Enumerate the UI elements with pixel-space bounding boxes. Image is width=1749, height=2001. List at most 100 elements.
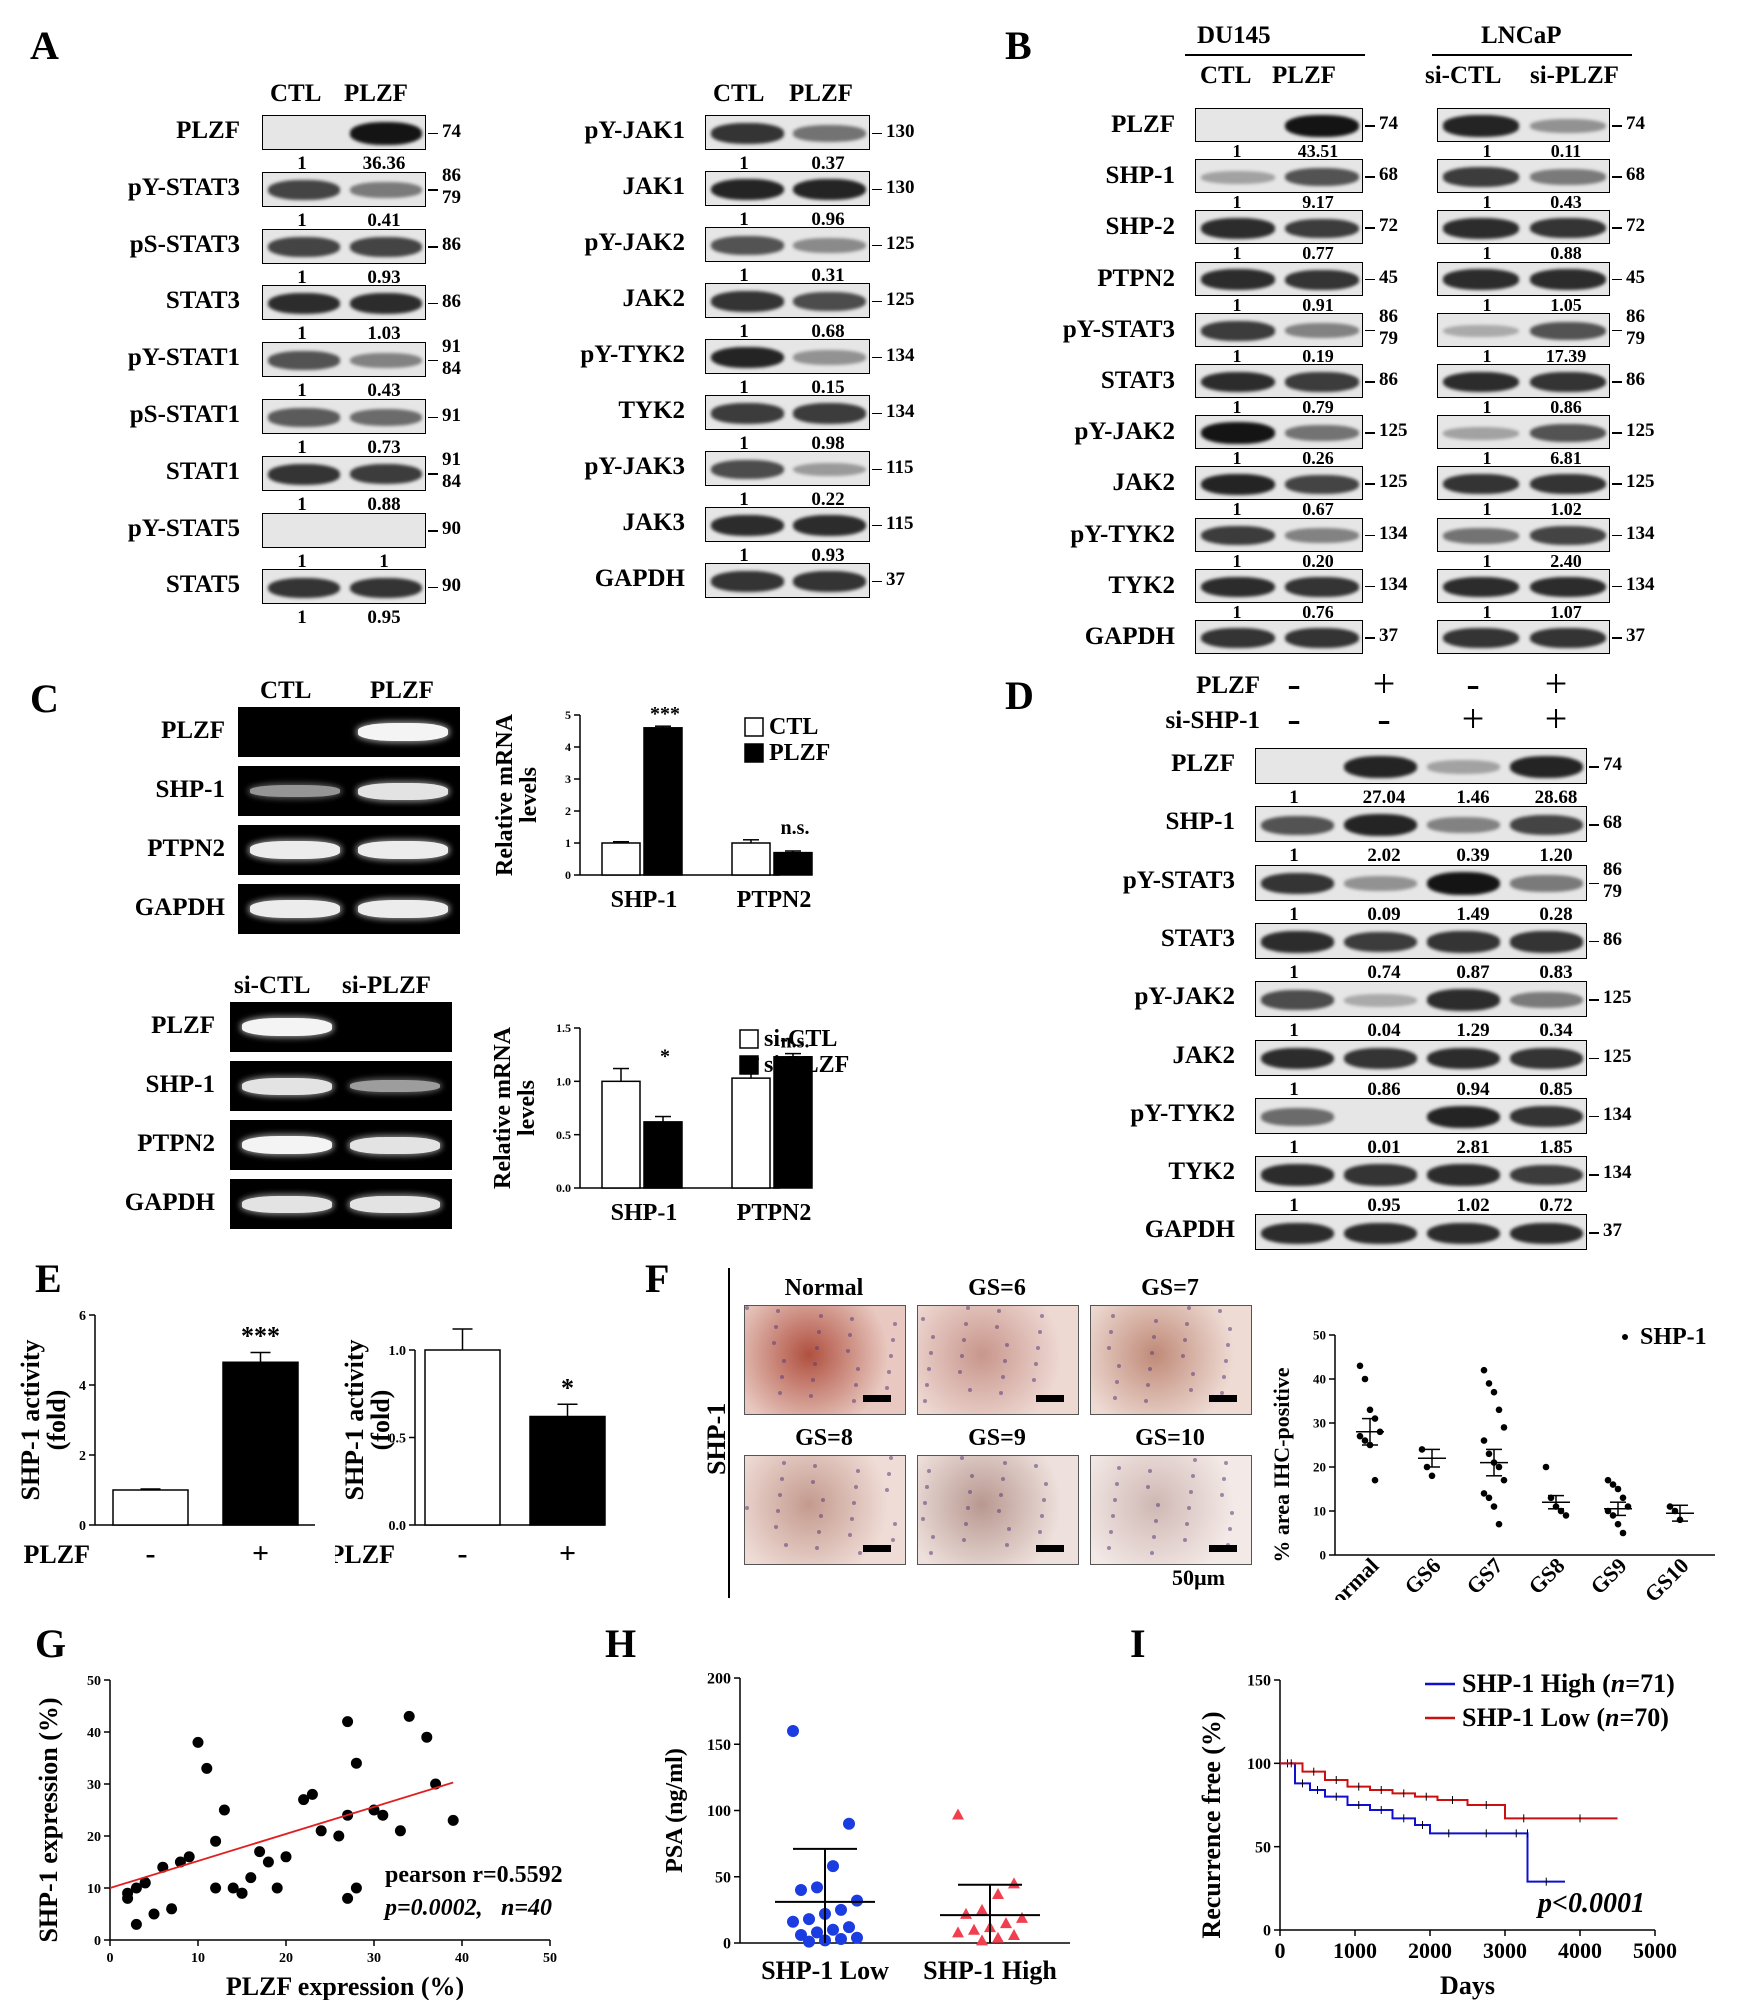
b-du145-band bbox=[1195, 568, 1363, 603]
ihc-nucleus bbox=[960, 1456, 964, 1460]
legend-label: CTL bbox=[769, 714, 818, 740]
band-blob bbox=[1285, 425, 1359, 442]
y-tick-label: 0.0 bbox=[389, 1519, 407, 1534]
ihc-nucleus bbox=[1003, 1461, 1007, 1465]
band-blob bbox=[1443, 371, 1520, 393]
y-tick-label: 0 bbox=[94, 1934, 101, 1949]
band-blob bbox=[1201, 576, 1275, 598]
band-blob bbox=[793, 571, 867, 592]
ihc-nucleus bbox=[1228, 1527, 1232, 1531]
mw-tick bbox=[1365, 278, 1375, 281]
a-left-row-label: PLZF bbox=[176, 117, 240, 144]
significance-annotation: *** bbox=[650, 703, 680, 725]
ihc-nucleus bbox=[887, 1472, 891, 1476]
ihc-nucleus bbox=[850, 1317, 854, 1321]
ihc-nucleus bbox=[815, 1546, 819, 1550]
legend-swatch bbox=[744, 717, 764, 737]
mw-tick bbox=[1365, 483, 1375, 485]
ihc-nucleus bbox=[1005, 1543, 1009, 1547]
ihc-nucleus bbox=[893, 1322, 897, 1326]
b-quant: 0.20 bbox=[1302, 550, 1334, 571]
y-axis-label: SHP-1 activity(fold) bbox=[340, 1339, 395, 1500]
mw-label: 90 bbox=[442, 518, 461, 540]
d-quant: 0.01 bbox=[1367, 1136, 1401, 1158]
band-blob bbox=[1443, 218, 1520, 239]
gel-band bbox=[242, 1077, 332, 1095]
band-blob bbox=[1285, 323, 1359, 339]
y-tick-label: 4 bbox=[79, 1379, 86, 1394]
b-quant: 17.39 bbox=[1545, 345, 1587, 366]
band-blob bbox=[1529, 474, 1606, 495]
ihc-nucleus bbox=[1044, 1482, 1048, 1486]
a-left-quant: 1 bbox=[379, 550, 389, 572]
y-tick-label: 1.0 bbox=[389, 1344, 407, 1359]
b-row-label: pY-JAK2 bbox=[1074, 418, 1176, 446]
a-left-blot-band bbox=[262, 285, 426, 321]
a-left-blot-band bbox=[262, 512, 426, 548]
ihc-nucleus bbox=[1036, 1346, 1040, 1350]
regression-line bbox=[109, 1781, 454, 1889]
data-point bbox=[1000, 1917, 1012, 1929]
legend-label: si-CTL bbox=[764, 1026, 837, 1052]
data-point bbox=[1356, 1362, 1364, 1370]
y-tick-label: 0.5 bbox=[389, 1431, 407, 1446]
x-axis-label: Days bbox=[1440, 1971, 1495, 2000]
data-point bbox=[1495, 1406, 1503, 1414]
b-lncap-band bbox=[1437, 466, 1610, 501]
b-lncap-band bbox=[1437, 568, 1610, 603]
x-category-label: SHP-1 High bbox=[923, 1956, 1057, 1985]
band-blob bbox=[793, 462, 867, 477]
ihc-nucleus bbox=[1224, 1461, 1228, 1465]
d-quant: 1 bbox=[1289, 845, 1299, 867]
band-blob bbox=[1443, 527, 1520, 544]
d-blot-band bbox=[1255, 922, 1587, 959]
b-quant: 1 bbox=[1232, 294, 1242, 315]
d-quant: 1.02 bbox=[1456, 1195, 1490, 1217]
y-tick-label: 50 bbox=[1313, 1328, 1326, 1343]
bar bbox=[112, 1489, 189, 1526]
panel-letter-B: B bbox=[1005, 23, 1032, 68]
ihc-nucleus bbox=[1152, 1535, 1156, 1539]
chart-e-left: 0 2 4 6 SHP-1 activity(fold) - + *** PLZF bbox=[16, 1309, 315, 1570]
lncap-rule bbox=[1432, 54, 1632, 56]
a-left-row-label: pY-STAT1 bbox=[127, 344, 240, 372]
x-category-label: PTPN2 bbox=[737, 887, 812, 913]
b-quant: 1 bbox=[1482, 345, 1492, 366]
mw-tick bbox=[428, 530, 438, 532]
chart-i: 0 50 100 150 0 1000 2000 3000 4000 5000 Days Recurr… bbox=[1197, 1669, 1677, 2000]
c-bot-row-label: SHP-1 bbox=[145, 1071, 215, 1098]
b-quant: 0.11 bbox=[1550, 141, 1582, 161]
band-blob bbox=[1343, 814, 1417, 837]
ihc-nucleus bbox=[885, 1386, 889, 1390]
ihc-nucleus bbox=[1001, 1375, 1005, 1379]
y-tick-label: 150 bbox=[1247, 1673, 1271, 1690]
data-point bbox=[201, 1762, 213, 1774]
a-left-blot-band bbox=[262, 342, 426, 378]
a-left-blot-band bbox=[262, 455, 426, 491]
band-blob bbox=[1443, 269, 1520, 290]
band-blob bbox=[1201, 218, 1275, 239]
mw-label: 86 bbox=[1626, 369, 1645, 390]
f-image-title: GS=9 bbox=[968, 1425, 1026, 1451]
cell-line-du145: DU145 bbox=[1197, 22, 1271, 49]
ihc-scale-bar bbox=[1036, 1395, 1064, 1402]
b-quant: 2.40 bbox=[1550, 550, 1582, 571]
mw-tick bbox=[872, 524, 882, 526]
mw-tick bbox=[428, 416, 438, 418]
d-quant: 2.81 bbox=[1456, 1136, 1490, 1158]
y-tick-label: 40 bbox=[1313, 1372, 1326, 1387]
b-quant: 1 bbox=[1482, 294, 1492, 315]
ihc-nucleus bbox=[889, 1354, 893, 1358]
band-blob bbox=[1260, 872, 1334, 895]
band-blob bbox=[1260, 1222, 1334, 1245]
ihc-nucleus bbox=[1226, 1343, 1230, 1347]
d-quant: 1 bbox=[1289, 903, 1299, 925]
data-point bbox=[350, 1757, 362, 1769]
mw-label: 125 bbox=[886, 232, 915, 254]
band-blob bbox=[1509, 991, 1583, 1009]
mw-label: 86 bbox=[442, 234, 461, 256]
b-quant: 1 bbox=[1232, 243, 1242, 264]
mw-tick bbox=[428, 586, 438, 589]
data-point bbox=[992, 1887, 1004, 1899]
bar bbox=[643, 1121, 683, 1189]
